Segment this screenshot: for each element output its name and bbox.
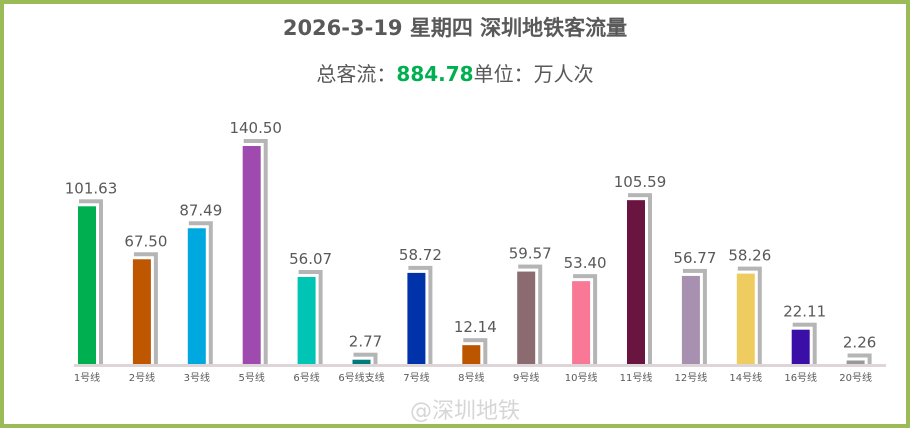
data-label: 105.59 [614, 173, 667, 191]
category-label: 6号线支线 [338, 371, 384, 384]
category-label: 9号线 [513, 371, 539, 384]
bar [517, 271, 536, 364]
data-label: 59.57 [509, 245, 552, 263]
data-label: 140.50 [229, 119, 282, 137]
bar [681, 275, 700, 364]
bar [187, 228, 206, 364]
bar [736, 273, 755, 364]
bar [352, 359, 371, 364]
x-axis-line [74, 364, 886, 367]
bar [242, 146, 261, 364]
data-label: 12.14 [454, 318, 497, 336]
total-value: 884.78 [396, 62, 474, 86]
total-label: 总客流： [316, 62, 397, 86]
category-label: 5号线 [239, 371, 265, 384]
category-label: 8号线 [458, 371, 484, 384]
chart-subtitle: 总客流：884.78单位：万人次 [0, 58, 910, 87]
data-label: 22.11 [783, 303, 826, 321]
data-label: 53.40 [564, 254, 607, 272]
category-label: 6号线 [293, 371, 319, 384]
bar [572, 281, 591, 364]
chart-title: 2026-3-19 星期四 深圳地铁客流量 [282, 16, 628, 40]
category-label: 1号线 [74, 371, 100, 384]
bar [791, 329, 810, 364]
category-label: 16号线 [784, 371, 817, 384]
data-label: 101.63 [65, 179, 118, 197]
category-label: 14号线 [729, 371, 762, 384]
bar [846, 360, 865, 364]
data-label: 2.26 [843, 333, 876, 351]
data-label: 2.77 [349, 333, 382, 351]
category-label: 10号线 [565, 371, 598, 384]
category-label: 12号线 [675, 371, 708, 384]
category-label: 3号线 [184, 371, 210, 384]
category-label: 11号线 [620, 371, 653, 384]
category-label: 2号线 [129, 371, 155, 384]
data-label: 56.07 [289, 250, 332, 268]
bar [407, 272, 426, 364]
bar [297, 277, 316, 364]
data-label: 87.49 [179, 201, 222, 219]
category-label: 7号线 [403, 371, 429, 384]
weibo-watermark: @深圳地铁 [410, 399, 521, 424]
bar [462, 345, 481, 364]
data-label: 58.72 [399, 246, 442, 264]
data-label: 58.26 [728, 247, 771, 265]
data-label: 56.77 [673, 249, 716, 267]
data-label: 67.50 [124, 232, 167, 250]
unit-label: 单位：万人次 [473, 62, 594, 86]
bar [132, 259, 151, 364]
category-label: 20号线 [839, 371, 872, 384]
bar [78, 206, 96, 364]
bar [627, 200, 645, 364]
